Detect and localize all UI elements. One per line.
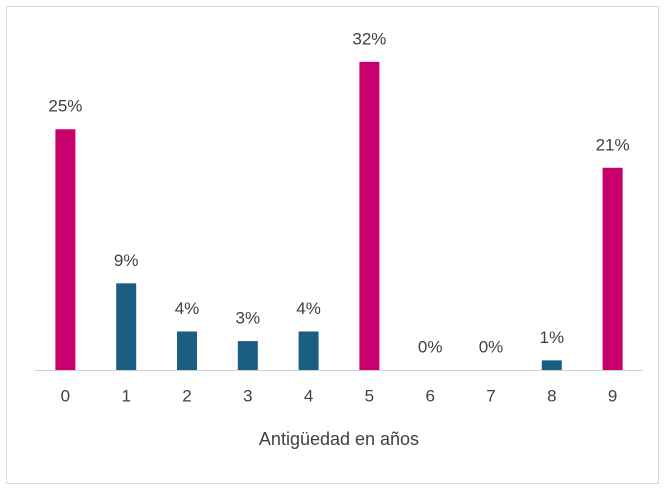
bar (602, 167, 623, 370)
value-label: 1% (540, 328, 565, 347)
value-label: 0% (418, 337, 443, 356)
bar (298, 331, 319, 370)
x-tick-label: 0 (61, 386, 70, 405)
value-label: 21% (596, 135, 630, 154)
x-tick-label: 8 (547, 386, 556, 405)
x-tick-label: 9 (608, 386, 617, 405)
bar (116, 283, 137, 370)
value-label: 3% (236, 309, 261, 328)
bar (55, 129, 76, 370)
x-tick-label: 4 (304, 386, 313, 405)
value-label: 9% (114, 251, 139, 270)
x-tick-label: 1 (121, 386, 130, 405)
value-label: 0% (479, 337, 504, 356)
x-tick-label: 5 (365, 386, 374, 405)
x-tick-label: 7 (486, 386, 495, 405)
bar (177, 331, 197, 370)
bar (237, 341, 258, 370)
x-tick-label: 2 (182, 386, 191, 405)
x-tick-label: 6 (425, 386, 434, 405)
x-tick-label: 3 (243, 386, 252, 405)
value-label: 25% (48, 97, 82, 116)
value-label: 4% (296, 299, 321, 318)
value-label: 4% (175, 299, 200, 318)
value-label: 32% (352, 29, 386, 48)
bar (541, 360, 562, 370)
chart-border (6, 6, 659, 484)
x-axis-title: Antigüedad en años (259, 429, 419, 449)
bar (359, 61, 380, 371)
